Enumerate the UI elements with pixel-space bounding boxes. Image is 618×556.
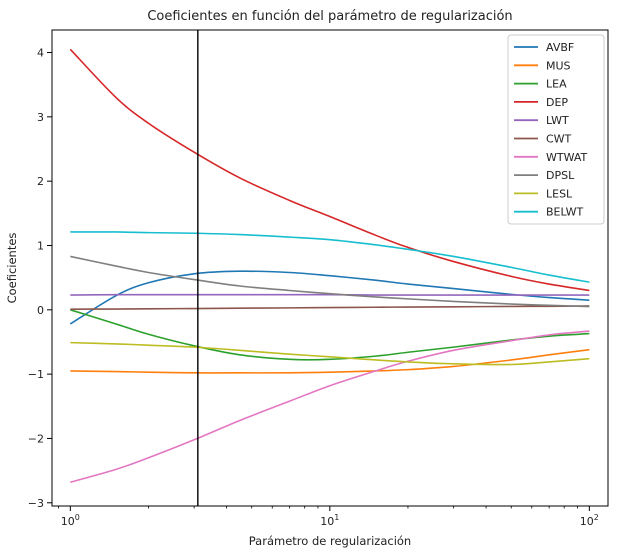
x-tick-label: 102	[580, 513, 599, 528]
legend-item-dpsl: DPSL	[514, 169, 575, 182]
y-tick-label: 3	[37, 111, 44, 124]
legend-item-dep: DEP	[514, 96, 568, 109]
legend-label: CWT	[546, 133, 572, 146]
series-line-dep	[69, 48, 590, 292]
x-tick-label: 100	[61, 513, 80, 528]
legend-item-cwt: CWT	[514, 133, 572, 146]
legend-item-lwt: LWT	[514, 114, 569, 127]
y-tick-label: 1	[37, 239, 44, 252]
legend-box	[507, 34, 605, 225]
y-tick-label: −3	[28, 497, 44, 510]
y-tick-label: −1	[28, 368, 44, 381]
series-line-cwt	[70, 305, 590, 310]
y-tick-label: 0	[37, 304, 44, 317]
series-line-dpsl	[70, 255, 590, 308]
series-line-lea	[70, 309, 590, 361]
legend-item-avbf: AVBF	[514, 41, 574, 54]
y-tick-label: −2	[28, 432, 44, 445]
legend-item-wtwat: WTWAT	[514, 151, 588, 164]
series-line-wtwat	[70, 330, 590, 483]
legend-item-lea: LEA	[514, 78, 567, 91]
y-tick-label: 4	[37, 47, 44, 60]
series-line-mus	[70, 348, 590, 374]
legend-label: MUS	[546, 59, 571, 72]
legend-label: DPSL	[546, 169, 575, 182]
series-line-belwt	[70, 231, 590, 283]
legend-label: WTWAT	[546, 151, 588, 164]
series-line-lesl	[70, 341, 590, 366]
x-tick-label: 101	[320, 513, 339, 528]
legend-label: AVBF	[546, 41, 574, 54]
legend-item-lesl: LESL	[514, 187, 573, 200]
legend-item-mus: MUS	[514, 59, 571, 72]
y-tick-label: 2	[37, 175, 44, 188]
y-axis-title: Coeficientes	[5, 233, 19, 304]
x-axis-title: Parámetro de regularización	[249, 534, 411, 548]
legend-item-belwt: BELWT	[514, 206, 583, 219]
legend: AVBF MUS LEA DEP LWT CWT WTWAT DPSL LESL BELWT	[507, 34, 605, 225]
legend-label: LESL	[546, 187, 573, 200]
series-line-avbf	[69, 270, 590, 325]
y-axis: −3 −2 −1 0 1 2 3 4	[28, 47, 52, 510]
chart-title: Coeficientes en función del parámetro de…	[147, 9, 512, 24]
legend-label: LWT	[546, 114, 569, 127]
legend-label: BELWT	[546, 206, 583, 219]
legend-label: DEP	[546, 96, 568, 109]
legend-label: LEA	[546, 78, 567, 91]
x-axis: 100 101 102	[58, 506, 599, 528]
